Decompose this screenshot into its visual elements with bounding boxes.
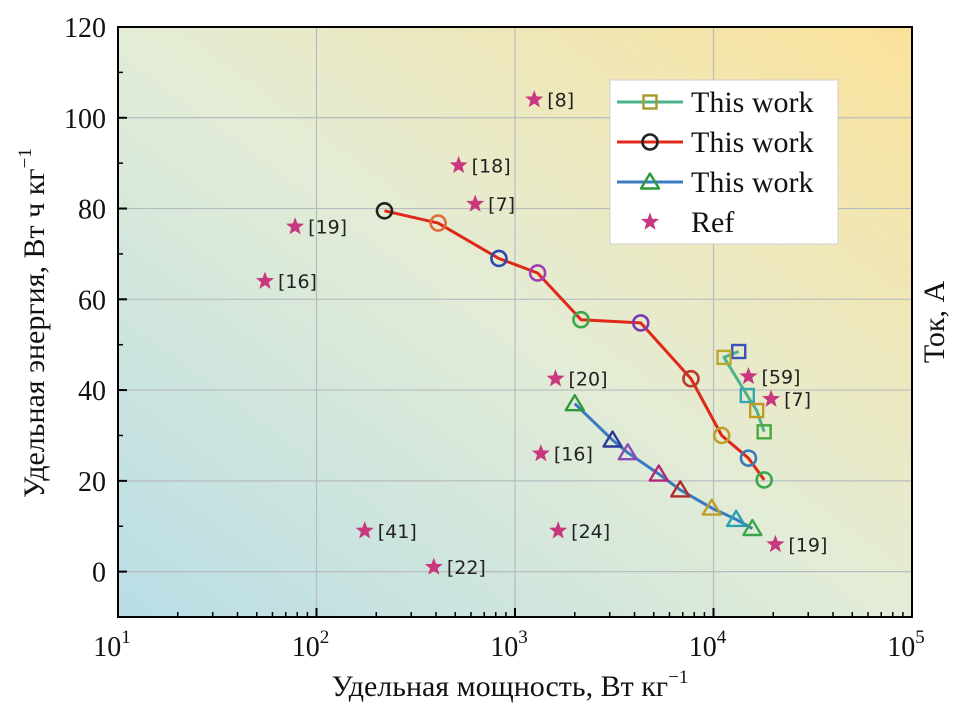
- x-tick-exponent: 1: [121, 627, 131, 648]
- data-point-star: [525, 90, 544, 108]
- data-point-square: [756, 424, 772, 440]
- y-tick-label: 20: [78, 467, 106, 498]
- data-point-circle: [682, 369, 700, 388]
- legend-label: This work: [691, 126, 814, 159]
- x-tick-label: 101: [93, 627, 131, 663]
- ref-label: [7]: [488, 194, 515, 216]
- data-point-circle: [755, 471, 773, 489]
- y-tick-label: 0: [92, 558, 106, 589]
- data-point-square: [731, 343, 747, 360]
- y-tick-label: 40: [78, 376, 106, 407]
- legend-marker-square: [642, 94, 658, 110]
- y-axis-label: Удельная энергия, Вт ч кг−1: [15, 148, 51, 498]
- data-point-triangle: [648, 464, 669, 482]
- y-tick-label: 60: [78, 285, 106, 316]
- ref-label: [16]: [554, 444, 593, 466]
- data-point-circle: [490, 249, 508, 268]
- legend-label: This work: [691, 86, 814, 119]
- ref-label: [41]: [378, 521, 417, 543]
- x-axis-label: Удельная мощность, Вт кг−1: [332, 667, 689, 703]
- data-point-star: [449, 155, 468, 174]
- data-point-star: [255, 271, 274, 289]
- y-tick-label: 100: [64, 104, 106, 135]
- y-tick-label: 120: [64, 13, 106, 44]
- ref-label: [19]: [788, 534, 827, 556]
- x-tick-base: 10: [689, 632, 717, 663]
- data-point-circle: [712, 426, 731, 445]
- x-tick-label: 104: [689, 627, 727, 663]
- data-point-square: [739, 387, 755, 404]
- data-point-circle: [429, 214, 447, 232]
- data-point-star: [286, 217, 305, 235]
- ref-label: [8]: [547, 90, 574, 112]
- data-point-star: [762, 389, 781, 407]
- data-point-circle: [572, 310, 590, 329]
- data-point-triangle: [564, 393, 585, 412]
- x-tick-exponent: 5: [915, 627, 925, 648]
- x-tick-exponent: 4: [717, 627, 727, 648]
- x-tick-exponent: 3: [518, 627, 528, 648]
- x-tick-label: 102: [292, 627, 330, 663]
- ref-label: [16]: [278, 271, 317, 293]
- ref-label: [18]: [472, 155, 511, 177]
- x-tick-base: 10: [93, 632, 121, 663]
- data-point-square: [748, 402, 765, 419]
- data-point-triangle: [701, 498, 722, 516]
- x-tick-base: 10: [887, 632, 915, 663]
- data-point-triangle: [725, 509, 747, 528]
- data-point-circle: [631, 314, 650, 332]
- data-point-star: [766, 534, 785, 553]
- x-axis-label-text: Удельная мощность, Вт кг: [332, 670, 668, 703]
- data-point-square: [716, 349, 732, 366]
- data-point-triangle: [670, 480, 691, 498]
- data-point-circle: [739, 449, 758, 467]
- ref-label: [22]: [447, 557, 486, 579]
- legend-label: This work: [691, 166, 814, 199]
- legend-marker-circle: [641, 133, 659, 151]
- ref-label: [24]: [571, 521, 610, 543]
- ref-label: [19]: [308, 217, 347, 239]
- series-line-circle: [384, 209, 766, 481]
- data-point-star: [466, 194, 485, 212]
- legend-marker-star: [640, 212, 660, 230]
- x-tick-label: 105: [887, 627, 925, 663]
- data-point-circle: [375, 202, 394, 220]
- data-point-star: [546, 369, 565, 387]
- legend: This work This work This work Ref: [609, 79, 839, 245]
- ref-label: [20]: [569, 369, 608, 391]
- right-axis-label: Ток, А: [918, 281, 951, 364]
- series-layer: [8] [18] [7] [19] [16] [20] [16] [41] [24] [22] [5…: [255, 90, 827, 579]
- x-tick-base: 10: [292, 632, 320, 663]
- x-axis-label-exponent: −1: [668, 667, 688, 688]
- data-point-circle: [528, 264, 547, 282]
- legend-label: Ref: [691, 206, 734, 239]
- data-point-star: [549, 521, 568, 539]
- y-tick-label: 80: [78, 195, 106, 226]
- data-point-triangle: [617, 443, 638, 461]
- data-point-triangle: [742, 518, 763, 537]
- data-point-triangle: [602, 430, 623, 448]
- ref-label: [59]: [761, 366, 800, 388]
- data-point-star: [531, 444, 550, 462]
- x-tick-base: 10: [490, 632, 518, 663]
- data-point-star: [355, 521, 374, 539]
- ref-label: [7]: [784, 389, 811, 411]
- y-axis-label-exponent: −1: [15, 148, 36, 168]
- legend-marker-triangle: [639, 172, 661, 190]
- data-point-star: [424, 557, 443, 575]
- x-tick-label: 103: [490, 627, 528, 663]
- x-tick-exponent: 2: [320, 627, 330, 648]
- y-axis-label-text: Удельная энергия, Вт ч кг: [18, 168, 51, 497]
- data-point-star: [739, 366, 758, 385]
